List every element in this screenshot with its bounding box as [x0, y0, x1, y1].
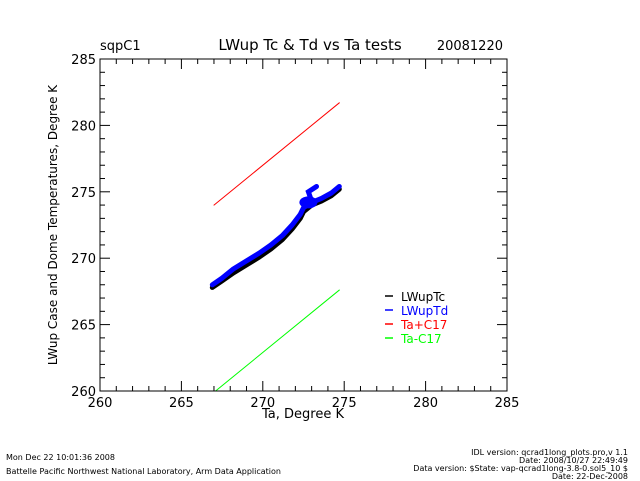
footer-timestamp: Mon Dec 22 10:01:36 2008 [6, 453, 115, 462]
legend-label: LWupTd [401, 304, 448, 318]
plot-frame [99, 58, 508, 392]
footer-org: Battelle Pacific Northwest National Labo… [6, 467, 281, 476]
chart-title: LWup Tc & Td vs Ta tests [218, 36, 402, 54]
footer-idl: IDL version: qcrad1long_plots.pro,v 1.1 [471, 448, 628, 457]
series-ta-c17 [215, 289, 340, 392]
series-lwuptd [209, 183, 342, 288]
footer-data-date: Date: 22-Dec-2008 [551, 472, 628, 481]
x-tick-label: 285 [495, 396, 520, 411]
x-tick-label: 280 [413, 396, 438, 411]
x-tick-label: 270 [250, 396, 275, 411]
x-tick-label: 260 [88, 396, 113, 411]
series-ta-c17 [213, 102, 340, 206]
y-tick-label: 260 [71, 385, 96, 400]
series-cluster [299, 196, 318, 209]
legend-label: LWupTc [401, 290, 445, 304]
y-tick-label: 280 [71, 119, 96, 134]
site-label: sqpC1 [100, 39, 141, 54]
x-axis-label: Ta, Degree K [261, 407, 344, 422]
footer-idl-date: Date: 2008/10/27 22:49:49 [519, 456, 628, 465]
y-axis-label: LWup Case and Dome Temperatures, Degree … [46, 84, 60, 365]
x-tick-label: 275 [332, 396, 357, 411]
y-tick-label: 285 [71, 53, 96, 68]
x-tick-label: 265 [169, 396, 194, 411]
y-tick-label: 275 [71, 186, 96, 201]
y-tick-label: 265 [71, 319, 96, 334]
legend-label: Ta+C17 [400, 318, 447, 332]
footer-data-version: Data version: $State: vap-qcrad1long-3.8… [413, 464, 628, 473]
date-label: 20081220 [437, 39, 503, 54]
y-tick-label: 270 [71, 252, 96, 267]
legend-label: Ta-C17 [400, 332, 442, 346]
